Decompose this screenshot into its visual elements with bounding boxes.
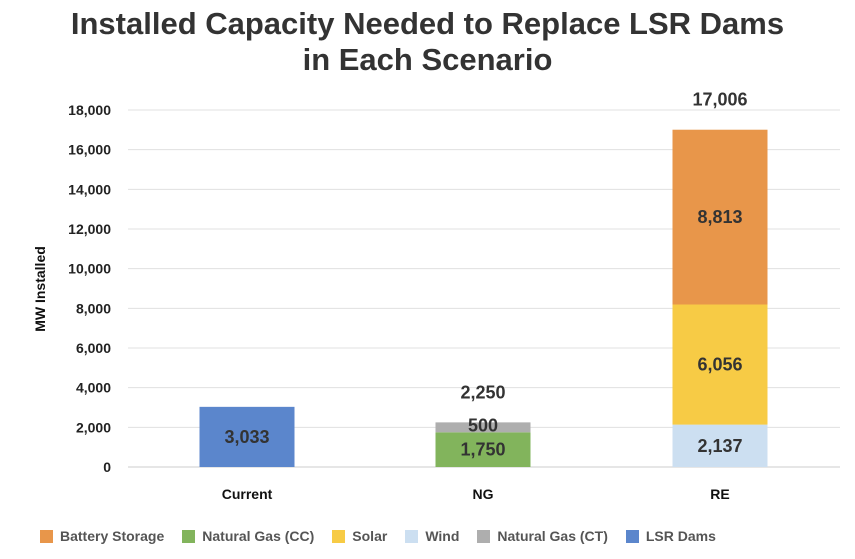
data-label: 8,813 <box>697 207 742 227</box>
legend-item: Natural Gas (CC) <box>182 528 314 544</box>
legend-swatch <box>182 529 196 543</box>
y-tick-label: 6,000 <box>76 340 111 356</box>
legend-item: Natural Gas (CT) <box>477 528 608 544</box>
legend-label: Natural Gas (CC) <box>202 528 315 544</box>
y-tick-label: 18,000 <box>68 102 111 118</box>
data-label: 3,033 <box>224 427 269 447</box>
bar-segment <box>672 424 768 467</box>
x-tick-label: Current <box>222 486 273 502</box>
legend-label: LSR Dams <box>645 528 716 544</box>
data-label: 6,056 <box>697 355 742 375</box>
data-label: 2,137 <box>697 436 742 456</box>
total-label: 17,006 <box>692 90 747 110</box>
legend-label: Natural Gas (CT) <box>497 528 608 544</box>
y-tick-label: 12,000 <box>68 221 111 237</box>
legend-item: Battery Storage <box>40 528 164 544</box>
legend-swatch <box>332 529 346 543</box>
legend-swatch <box>405 529 419 543</box>
legend-swatch <box>40 529 53 543</box>
y-tick-label: 0 <box>103 459 111 475</box>
bar-segment <box>199 406 295 467</box>
y-tick-label: 2,000 <box>76 419 111 435</box>
legend-swatch <box>477 529 491 543</box>
legend-label: Battery Storage <box>60 528 165 544</box>
y-tick-label: 10,000 <box>68 261 111 277</box>
bar-segment <box>672 129 768 305</box>
y-tick-label: 8,000 <box>76 300 111 316</box>
chart-legend: Battery Storage Natural Gas (CC) Solar Wind… <box>40 526 840 546</box>
chart-title: Installed Capacity Needed to Replace LSR… <box>0 6 855 78</box>
legend-item: Solar <box>332 528 387 544</box>
chart-title-line-1: Installed Capacity Needed to Replace LSR… <box>70 6 785 41</box>
chart-title-line-2: in Each Scenario <box>302 42 553 77</box>
y-tick-label: 14,000 <box>68 181 111 197</box>
x-tick-label: RE <box>710 486 729 502</box>
legend-item: Wind <box>405 528 459 544</box>
y-tick-label: 4,000 <box>76 380 111 396</box>
legend-label: Wind <box>425 528 460 544</box>
legend-swatch <box>625 529 639 543</box>
y-tick-label: 16,000 <box>68 142 111 158</box>
legend-item: LSR Dams <box>625 528 716 544</box>
bar-segment <box>435 432 531 467</box>
y-axis-label: MW Installed <box>32 246 48 332</box>
bar-segment <box>672 304 768 425</box>
legend-label: Solar <box>352 528 388 544</box>
total-label: 2,250 <box>460 382 505 402</box>
data-label: 500 <box>468 415 498 435</box>
data-label: 1,750 <box>460 440 505 460</box>
x-tick-label: NG <box>473 486 494 502</box>
bar-segment <box>435 422 531 433</box>
bar-chart: 0 2,000 4,000 6,000 8,000 10,000 12,000 14,000 1… <box>32 90 840 502</box>
